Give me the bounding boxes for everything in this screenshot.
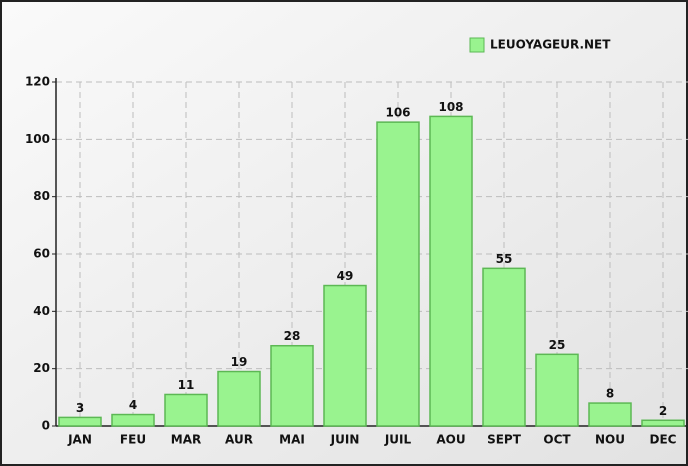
- value-label: 11: [178, 378, 195, 392]
- value-label: 49: [337, 269, 354, 283]
- x-tick-label: JAN: [67, 433, 92, 447]
- legend-label: LEUOYAGEUR.NET: [490, 38, 611, 52]
- x-tick-label: JUIN: [330, 433, 360, 447]
- value-label: 4: [129, 398, 137, 412]
- x-tick-label: MAR: [171, 433, 201, 447]
- x-tick-label: FEU: [120, 433, 146, 447]
- x-tick-label: OCT: [543, 433, 571, 447]
- bar: [429, 115, 473, 427]
- bar: [217, 370, 261, 427]
- y-tick-label: 120: [25, 75, 50, 89]
- bar: [641, 419, 685, 427]
- value-label: 19: [231, 355, 248, 369]
- x-tick-label: SEPT: [487, 433, 522, 447]
- x-tick-label: NOU: [595, 433, 625, 447]
- bar: [111, 413, 155, 427]
- y-tick-label: 40: [33, 304, 50, 318]
- value-label: 28: [284, 329, 301, 343]
- bar: [535, 353, 579, 427]
- y-tick-label: 0: [42, 419, 50, 433]
- y-tick-label: 60: [33, 247, 50, 261]
- bar: [58, 416, 102, 427]
- value-label: 108: [438, 100, 463, 114]
- legend-swatch: [469, 37, 485, 53]
- bar: [588, 402, 632, 427]
- y-tick-label: 100: [25, 132, 50, 146]
- bar: [376, 121, 420, 427]
- value-label: 8: [606, 387, 614, 401]
- x-tick-label: MAI: [279, 433, 305, 447]
- x-tick-label: AOU: [436, 433, 465, 447]
- bar: [270, 344, 314, 427]
- value-label: 25: [549, 338, 566, 352]
- value-label: 106: [385, 106, 410, 120]
- bar: [323, 284, 367, 427]
- bar: [164, 393, 208, 427]
- y-tick-label: 80: [33, 189, 50, 203]
- x-tick-label: DEC: [650, 433, 677, 447]
- y-tick-label: 20: [33, 361, 50, 375]
- value-label: 55: [496, 252, 513, 266]
- value-label: 2: [659, 404, 667, 418]
- x-tick-label: JUIL: [384, 433, 412, 447]
- bar: [482, 267, 526, 427]
- value-label: 3: [76, 401, 84, 415]
- x-tick-label: AUR: [225, 433, 253, 447]
